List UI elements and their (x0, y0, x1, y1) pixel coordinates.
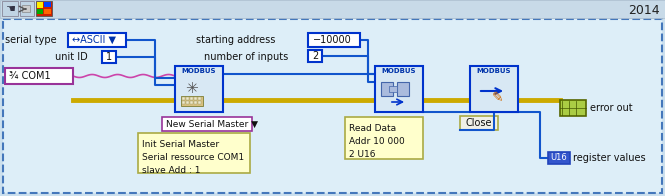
Text: serial type: serial type (5, 35, 57, 45)
Text: 2: 2 (312, 51, 318, 61)
Bar (308, 50, 322, 62)
Bar (162, 117, 252, 131)
Bar (3, 19, 662, 193)
Text: number of inputs: number of inputs (204, 52, 288, 62)
Text: Init Serial Master
Serial ressource COM1
slave Add : 1: Init Serial Master Serial ressource COM1… (142, 140, 244, 175)
Bar (181, 96, 203, 106)
Bar (460, 116, 498, 130)
Bar (470, 66, 518, 112)
Bar (186, 101, 189, 104)
Text: ¾ COM1: ¾ COM1 (9, 71, 51, 81)
Bar (397, 82, 409, 96)
Text: New Serial Master ▼: New Serial Master ▼ (166, 120, 258, 129)
Bar (560, 100, 586, 116)
Bar (194, 97, 197, 100)
Bar (548, 152, 570, 164)
Bar (345, 117, 423, 159)
Bar (37, 9, 43, 14)
Bar (36, 1, 52, 16)
Bar (389, 86, 397, 92)
Text: unit ID: unit ID (55, 52, 88, 62)
Bar (20, 1, 34, 16)
Bar (198, 101, 201, 104)
Text: register values: register values (573, 153, 646, 163)
Bar (190, 97, 193, 100)
Text: MODBUS: MODBUS (477, 68, 511, 74)
Text: ↔ASCII ▼: ↔ASCII ▼ (72, 35, 116, 45)
Text: ✎: ✎ (492, 91, 504, 105)
Bar (381, 82, 393, 96)
Text: Read Data
Addr 10 000
2 U16: Read Data Addr 10 000 2 U16 (349, 124, 405, 159)
Bar (375, 66, 423, 112)
Bar (182, 101, 185, 104)
Bar (186, 97, 189, 100)
Text: ✳: ✳ (185, 81, 198, 95)
Bar (198, 97, 201, 100)
Bar (68, 33, 126, 47)
Bar (44, 9, 51, 14)
Bar (308, 33, 360, 47)
Bar (138, 133, 250, 173)
Text: MODBUS: MODBUS (182, 68, 216, 74)
Bar (102, 51, 116, 63)
Text: starting address: starting address (196, 35, 275, 45)
Bar (182, 97, 185, 100)
Bar (2, 1, 18, 16)
Text: −10000: −10000 (313, 35, 352, 45)
Bar (44, 2, 51, 7)
Bar (22, 5, 30, 12)
Text: error out: error out (590, 103, 632, 113)
Bar (37, 2, 43, 8)
Text: U16: U16 (551, 153, 567, 162)
Text: ☚: ☚ (5, 4, 15, 14)
Bar (5, 68, 73, 84)
Text: MODBUS: MODBUS (382, 68, 416, 74)
Text: Close: Close (465, 118, 492, 128)
Bar (194, 101, 197, 104)
Bar (175, 66, 223, 112)
Text: 2014: 2014 (628, 4, 660, 16)
Text: 1: 1 (106, 52, 112, 62)
Bar (190, 101, 193, 104)
Bar (0, 0, 665, 18)
